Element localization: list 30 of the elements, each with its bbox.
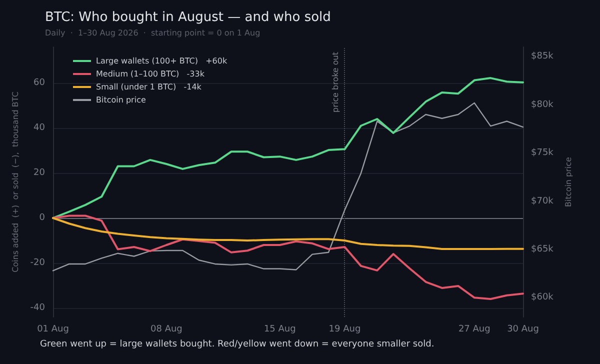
- legend-label: Medium (1–100 BTC) -33k: [96, 70, 205, 78]
- ref-line-label: price broke out: [331, 52, 340, 112]
- x-tick-label: 01 Aug: [37, 324, 69, 334]
- legend-label: Small (under 1 BTC) -14k: [96, 82, 202, 92]
- y2-tick-label: $60k: [531, 292, 554, 303]
- y-axis-title: Coins added (+) or sold (−), thousand BTC: [10, 91, 20, 272]
- y2-tick-label: $65k: [531, 244, 554, 254]
- legend-label: Large wallets (100+ BTC) +60k: [96, 56, 228, 66]
- y2-tick-label: $85k: [531, 52, 554, 62]
- legend-label: Bitcoin price: [96, 96, 146, 104]
- x-tick-label: 27 Aug: [458, 324, 490, 334]
- y-tick-label: 0: [39, 213, 46, 223]
- chart-title: BTC: Who bought in August — and who sold: [45, 10, 331, 25]
- x-tick-label: 30 Aug: [507, 324, 539, 334]
- y2-tick-label: $70k: [531, 196, 554, 206]
- y2-tick-label: $80k: [531, 100, 554, 110]
- y-tick-label: -20: [30, 258, 46, 268]
- y2-axis-title: Bitcoin price: [564, 156, 573, 207]
- line-series: [52, 217, 524, 250]
- y-tick-label: 40: [34, 123, 46, 133]
- text: Green went up = large wallets bought. Red/yellow went down = everyone smaller sold.: [40, 340, 434, 350]
- x-tick-label: 15 Aug: [264, 324, 296, 334]
- y-tick-label: 60: [34, 78, 46, 88]
- chart-subtitle: Daily · 1–30 Aug 2026 · starting point = 0 on 1 Aug: [45, 28, 260, 38]
- y-tick-label: -40: [30, 303, 46, 313]
- x-tick-label: 19 Aug: [328, 324, 361, 334]
- y-tick-label: 20: [34, 168, 46, 178]
- line-series: [52, 214, 524, 300]
- x-tick-label: 08 Aug: [150, 324, 182, 334]
- y2-tick-label: $75k: [531, 148, 554, 158]
